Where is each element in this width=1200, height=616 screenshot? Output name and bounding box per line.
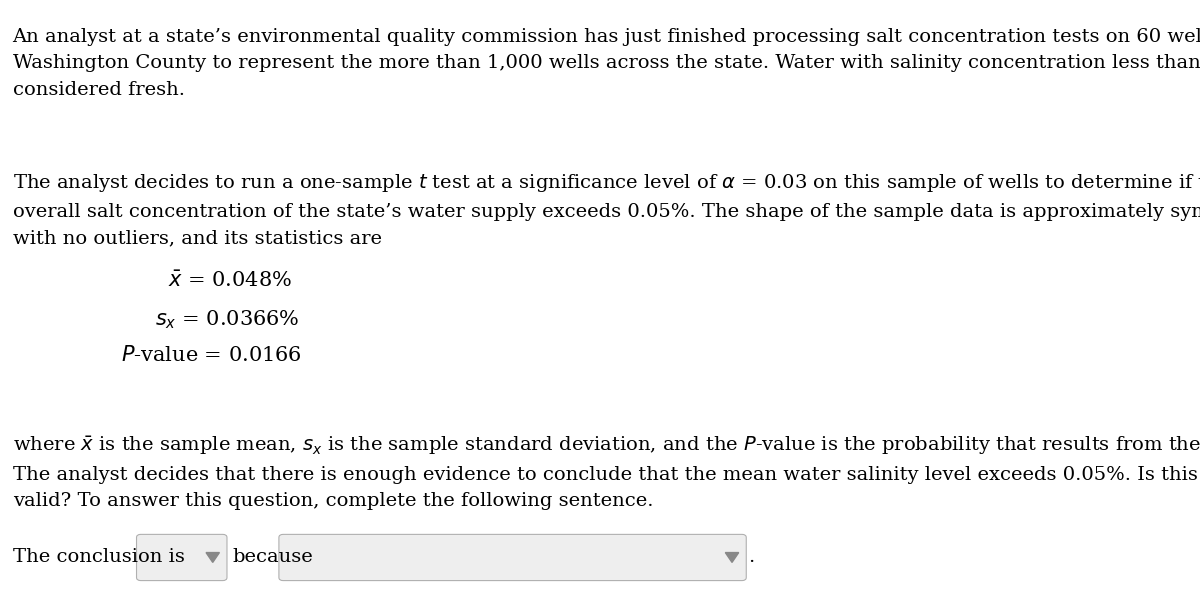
Text: .: . bbox=[748, 548, 754, 567]
Polygon shape bbox=[725, 553, 739, 562]
Text: $P$-value = 0.0166: $P$-value = 0.0166 bbox=[121, 345, 302, 365]
Text: because: because bbox=[233, 548, 313, 567]
Text: An analyst at a state’s environmental quality commission has just finished proce: An analyst at a state’s environmental qu… bbox=[12, 28, 1200, 99]
Text: where $\bar{x}$ is the sample mean, $s_x$ is the sample standard deviation, and : where $\bar{x}$ is the sample mean, $s_x… bbox=[12, 434, 1200, 510]
FancyBboxPatch shape bbox=[278, 534, 746, 580]
Polygon shape bbox=[206, 553, 220, 562]
Text: $s_x$ = 0.0366%: $s_x$ = 0.0366% bbox=[155, 308, 299, 331]
Text: $\bar{x}$ = 0.048%: $\bar{x}$ = 0.048% bbox=[168, 271, 292, 291]
Text: The analyst decides to run a one-sample $t$ test at a significance level of $\al: The analyst decides to run a one-sample … bbox=[12, 172, 1200, 247]
Text: The conclusion is: The conclusion is bbox=[12, 548, 185, 567]
FancyBboxPatch shape bbox=[137, 534, 227, 580]
